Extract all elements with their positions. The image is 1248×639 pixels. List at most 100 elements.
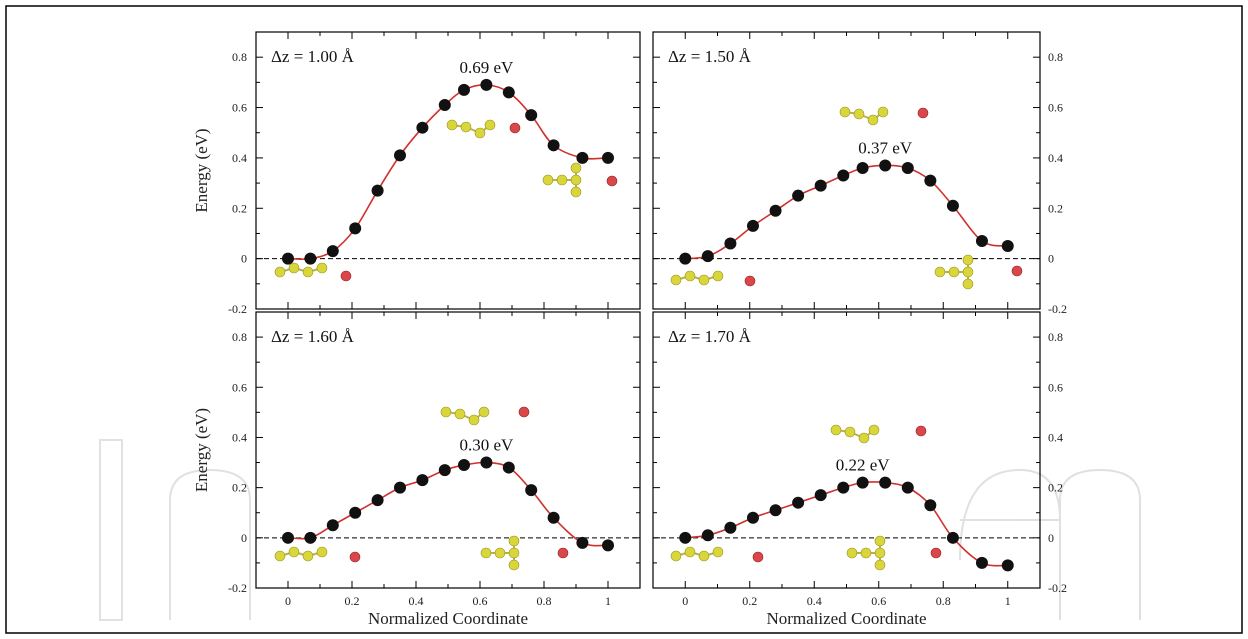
hydrogen-atom-icon bbox=[340, 270, 352, 282]
y-tick-label: 0.6 bbox=[1048, 380, 1063, 394]
barrier-annotation: 0.37 eV bbox=[858, 138, 913, 157]
data-point bbox=[282, 531, 294, 544]
data-point bbox=[769, 204, 782, 217]
x-axis-title: Normalized Coordinate bbox=[766, 609, 926, 628]
data-point bbox=[837, 481, 850, 494]
panel-label: Δz = 1.00 Å bbox=[271, 47, 355, 66]
x-tick-label: 0.6 bbox=[473, 594, 488, 608]
data-point bbox=[975, 556, 988, 569]
data-point bbox=[724, 521, 737, 534]
data-point bbox=[856, 161, 869, 174]
y-axis-title: Energy (eV) bbox=[192, 128, 211, 212]
data-point bbox=[576, 151, 589, 164]
data-point bbox=[602, 151, 614, 164]
x-tick-label: 0.8 bbox=[936, 594, 951, 608]
x-tick-label: 0.4 bbox=[409, 594, 424, 608]
y-tick-label: 0.4 bbox=[232, 430, 247, 444]
y-tick-label: -0.2 bbox=[1048, 302, 1067, 316]
y-tick-label: -0.2 bbox=[228, 581, 247, 595]
panel-2: -0.2 0 0.2 0.4 0.6 0.8 Δz = 1.50 Å 0.37 eV bbox=[652, 31, 1067, 316]
panel-4: 0 0.2 0.4 0.6 0.8 1 -0.2 0 0.2 0.4 0.6 0.8 Δz = 1.70… bbox=[652, 311, 1067, 628]
panel-frame bbox=[255, 31, 641, 310]
data-point bbox=[1001, 240, 1014, 253]
data-point bbox=[282, 252, 294, 265]
panel-frame bbox=[652, 311, 1041, 589]
molecule-icon bbox=[830, 424, 880, 444]
y-tick-label: 0.8 bbox=[1048, 50, 1063, 64]
hydrogen-atom-icon bbox=[518, 406, 530, 418]
data-point bbox=[349, 222, 362, 235]
data-point bbox=[879, 159, 892, 172]
data-point bbox=[792, 496, 805, 509]
data-point bbox=[326, 245, 339, 258]
data-point bbox=[975, 235, 988, 248]
y-tick-label: 0.8 bbox=[232, 330, 247, 344]
data-point bbox=[394, 481, 406, 494]
panel-label: Δz = 1.70 Å bbox=[668, 327, 752, 346]
y-tick-label: 0.2 bbox=[232, 481, 247, 495]
barrier-annotation: 0.69 eV bbox=[459, 58, 514, 77]
y-tick-label: 0.4 bbox=[232, 151, 247, 165]
molecule-icon bbox=[446, 119, 496, 139]
panel-3: 0 0.2 0.4 0.6 0.8 1 -0.2 0 0.2 0.4 0.6 0.8 Δz = 1.60… bbox=[192, 311, 641, 628]
outer-border bbox=[5, 5, 1243, 634]
molecule-icon bbox=[274, 262, 328, 278]
hydrogen-atom-icon bbox=[1011, 265, 1023, 277]
y-tick-label: 0.4 bbox=[1048, 430, 1063, 444]
x-tick-label: 0.2 bbox=[742, 594, 757, 608]
hydrogen-atom-icon bbox=[752, 551, 764, 563]
data-point bbox=[438, 99, 451, 112]
x-tick-label: 0 bbox=[682, 594, 688, 608]
hydrogen-atom-icon bbox=[930, 547, 942, 559]
data-point bbox=[679, 531, 692, 544]
x-tick-label: 0.4 bbox=[807, 594, 822, 608]
y-tick-label: 0 bbox=[1048, 531, 1054, 545]
data-point bbox=[576, 536, 589, 549]
data-point bbox=[502, 461, 515, 474]
y-tick-label: 0.2 bbox=[232, 201, 247, 215]
data-point bbox=[371, 184, 384, 197]
x-tick-label: 0 bbox=[285, 594, 291, 608]
data-point bbox=[924, 499, 937, 512]
y-tick-label: 0.4 bbox=[1048, 151, 1063, 165]
molecule-icon bbox=[440, 406, 490, 426]
y-tick-label: 0.8 bbox=[1048, 330, 1063, 344]
data-point bbox=[946, 531, 959, 544]
data-point bbox=[837, 169, 850, 182]
molecule-icon bbox=[670, 270, 724, 286]
x-tick-label: 1 bbox=[605, 594, 611, 608]
data-point bbox=[502, 86, 515, 99]
energy-curve bbox=[287, 84, 609, 260]
molecule-icon bbox=[480, 535, 520, 571]
data-point bbox=[814, 489, 827, 502]
data-point bbox=[547, 139, 560, 152]
data-point bbox=[438, 464, 451, 477]
data-point bbox=[349, 506, 362, 519]
x-axis-title: Normalized Coordinate bbox=[368, 609, 528, 628]
hydrogen-atom-icon bbox=[744, 275, 756, 287]
data-point bbox=[458, 459, 470, 472]
y-tick-label: 0.2 bbox=[1048, 481, 1063, 495]
data-point bbox=[304, 531, 317, 544]
data-point bbox=[394, 149, 406, 162]
data-point bbox=[946, 199, 959, 212]
molecule-icon bbox=[934, 254, 974, 290]
data-point bbox=[602, 539, 614, 552]
data-point bbox=[525, 109, 538, 122]
y-tick-label: 0.2 bbox=[1048, 201, 1063, 215]
data-point bbox=[924, 174, 937, 187]
data-point bbox=[901, 161, 914, 174]
x-tick-label: 0.6 bbox=[871, 594, 886, 608]
data-point bbox=[326, 519, 339, 532]
data-point bbox=[480, 78, 493, 91]
barrier-annotation: 0.22 eV bbox=[836, 456, 891, 475]
molecule-icon bbox=[846, 535, 886, 571]
y-tick-label: 0.6 bbox=[232, 380, 247, 394]
y-tick-label: 0 bbox=[1048, 252, 1054, 266]
hydrogen-atom-icon bbox=[349, 551, 361, 563]
hydrogen-atom-icon bbox=[606, 175, 618, 187]
data-point bbox=[792, 189, 805, 202]
data-point bbox=[724, 237, 737, 250]
